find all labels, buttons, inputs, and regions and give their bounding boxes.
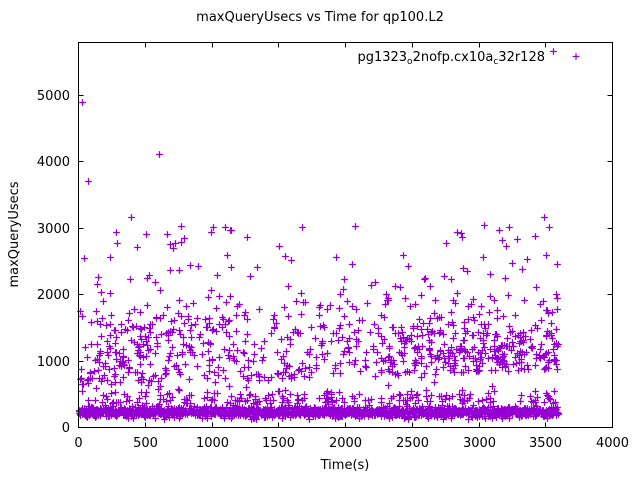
page-title: maxQueryUsecs vs Time for qp100.L2 xyxy=(196,10,444,25)
y-tick-label: 4000 xyxy=(37,155,70,170)
x-tick-label: 3500 xyxy=(529,436,562,451)
x-tick-label: 2500 xyxy=(396,436,429,451)
x-tick-label: 4000 xyxy=(596,436,629,451)
legend: pg1323o2nofp.cx10ac32r128 xyxy=(357,50,580,67)
legend-label: pg1323o2nofp.cx10ac32r128 xyxy=(357,50,545,67)
y-tick-label: 3000 xyxy=(37,222,70,237)
x-axis-label: Time(s) xyxy=(320,458,370,473)
x-tick-label: 1500 xyxy=(262,436,295,451)
data-points-layer xyxy=(76,48,562,423)
y-tick-label: 5000 xyxy=(37,89,70,104)
y-axis-label: maxQueryUsecs xyxy=(7,181,22,287)
axis-labels-layer: 0 1000 2000 3000 4000 5000 0 500 1000 1500 2000 250… xyxy=(7,89,629,473)
y-tick-label: 2000 xyxy=(37,288,70,303)
x-tick-label: 3000 xyxy=(463,436,496,451)
x-tick-label: 1000 xyxy=(196,436,229,451)
x-tick-label: 2000 xyxy=(329,436,362,451)
y-tick-label: 0 xyxy=(62,421,70,436)
x-tick-label: 500 xyxy=(133,436,158,451)
legend-marker-plus-icon xyxy=(572,53,580,60)
axes-layer xyxy=(77,41,614,429)
y-tick-label: 1000 xyxy=(37,355,70,370)
x-tick-label: 0 xyxy=(74,436,82,451)
